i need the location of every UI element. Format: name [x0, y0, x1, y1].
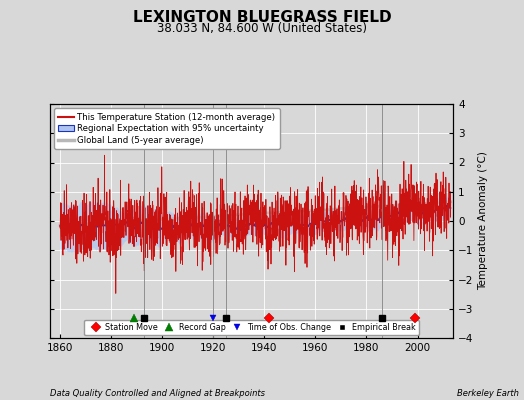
Y-axis label: Temperature Anomaly (°C): Temperature Anomaly (°C) [478, 152, 488, 290]
Text: Berkeley Earth: Berkeley Earth [457, 389, 519, 398]
Text: LEXINGTON BLUEGRASS FIELD: LEXINGTON BLUEGRASS FIELD [133, 10, 391, 25]
Legend: Station Move, Record Gap, Time of Obs. Change, Empirical Break: Station Move, Record Gap, Time of Obs. C… [84, 320, 419, 335]
Text: Data Quality Controlled and Aligned at Breakpoints: Data Quality Controlled and Aligned at B… [50, 389, 265, 398]
Text: 38.033 N, 84.600 W (United States): 38.033 N, 84.600 W (United States) [157, 22, 367, 35]
